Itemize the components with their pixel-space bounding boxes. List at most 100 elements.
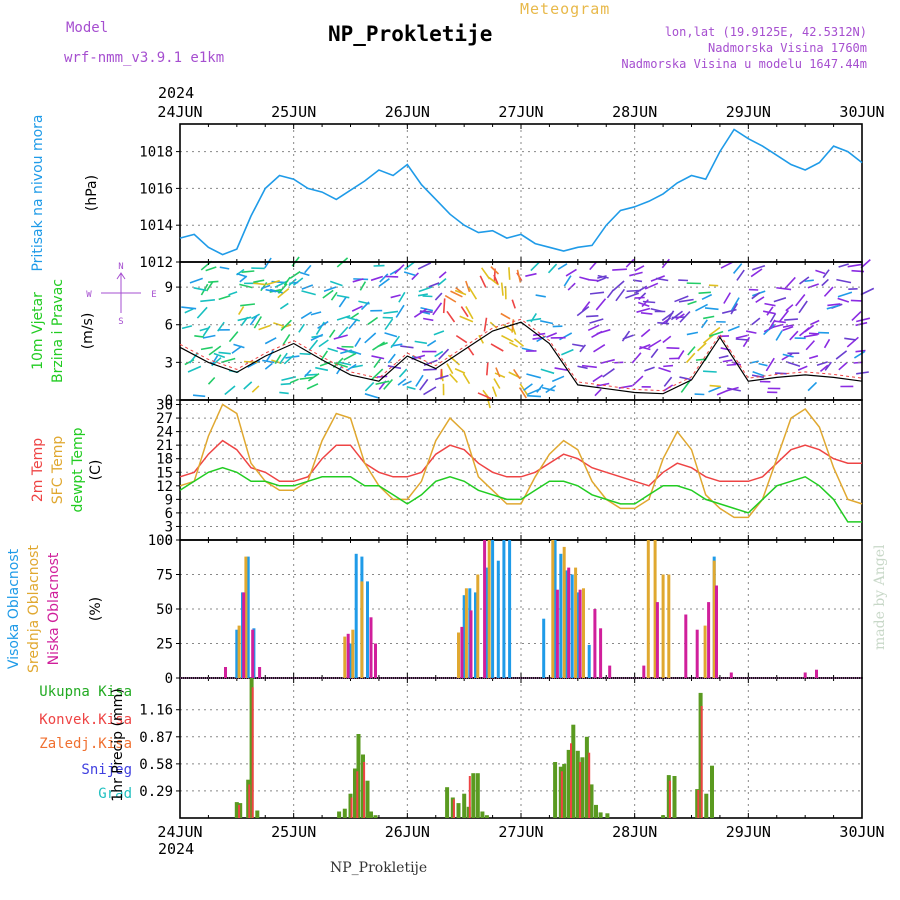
wind-barb xyxy=(752,371,765,377)
wind-barb xyxy=(835,350,848,360)
precip-bar xyxy=(484,815,489,818)
precip-bar xyxy=(369,811,373,818)
wind-barb xyxy=(634,285,648,294)
x-tick-label-top: 25JUN xyxy=(271,103,316,121)
wind-barb xyxy=(600,358,615,365)
wind-barb xyxy=(523,383,533,392)
wind-barb xyxy=(722,359,733,363)
wind-barb xyxy=(372,341,386,351)
precip-bar xyxy=(700,706,703,818)
wind-barb xyxy=(540,320,554,325)
wind-barb xyxy=(595,298,607,311)
wind-barb xyxy=(280,382,291,386)
wind-barb xyxy=(390,335,401,349)
wind-barb xyxy=(678,298,694,303)
precip-bar xyxy=(704,793,709,818)
wind-barb xyxy=(397,378,407,386)
temp2m-axis-title: 2m Temp xyxy=(30,438,46,502)
temp-axis-unit: (C) xyxy=(88,460,104,481)
wind-barb xyxy=(446,310,456,323)
wind-barb xyxy=(450,290,463,298)
wind-barb xyxy=(675,313,685,321)
precip-bar xyxy=(348,793,353,818)
wind-barb xyxy=(329,280,343,287)
wind-barb xyxy=(726,363,737,367)
precip-bar xyxy=(697,790,700,818)
cloud-bar xyxy=(244,556,248,678)
y-tick-label: 21 xyxy=(156,438,173,454)
wind-barb xyxy=(527,394,542,398)
wind-barb xyxy=(350,312,360,319)
wind-barb xyxy=(354,337,362,347)
precip-bar xyxy=(584,736,589,818)
wind-barb xyxy=(746,330,757,334)
wind-barb xyxy=(373,357,382,369)
wind-barb xyxy=(243,381,253,390)
wind-barb xyxy=(364,393,379,399)
wind-barb xyxy=(853,350,866,359)
wind-barb xyxy=(333,362,348,368)
wind-barb xyxy=(816,361,828,366)
wind-barb xyxy=(723,292,731,304)
wind-barb xyxy=(644,366,655,372)
wind-barb xyxy=(240,303,255,307)
wind-barb xyxy=(364,332,377,344)
panel-frame xyxy=(179,399,863,541)
wind-barb xyxy=(417,262,432,270)
wind-barb xyxy=(799,276,810,285)
compass-icon: N S W E xyxy=(86,262,156,327)
precip-bar xyxy=(238,804,241,818)
wind-barb xyxy=(592,374,603,383)
cloud-bar xyxy=(562,546,566,678)
precip-bar xyxy=(471,773,476,818)
wind-barb xyxy=(189,277,203,284)
wind-barb xyxy=(606,289,615,299)
precip-bar xyxy=(553,762,558,818)
wind-barb xyxy=(680,380,691,393)
cloud-bar xyxy=(729,672,733,678)
wind-barb xyxy=(455,334,468,344)
wind-barb xyxy=(449,373,458,383)
wind-barb xyxy=(279,352,288,365)
precip-bar xyxy=(255,810,260,818)
wind-barb xyxy=(279,391,289,395)
wind-barb xyxy=(253,316,262,329)
wind-barb xyxy=(433,330,445,336)
cloud-bar xyxy=(655,602,659,678)
wind-barb xyxy=(249,315,258,326)
wind-barb xyxy=(541,386,555,392)
precip-bar xyxy=(445,787,450,818)
wind-barb xyxy=(240,316,249,327)
wind-barb xyxy=(352,278,364,283)
cloud-bar xyxy=(570,574,574,678)
wind-barb xyxy=(847,263,863,268)
wind-barb xyxy=(634,296,645,299)
wind-barb xyxy=(437,277,447,286)
station-title: NP_Prokletije xyxy=(328,22,493,46)
cloud-bar xyxy=(469,610,473,678)
precip-bar xyxy=(251,687,254,818)
wind-barb xyxy=(720,261,734,269)
cloud-bar xyxy=(684,614,688,678)
cloud-bar xyxy=(462,595,466,678)
wind-barb xyxy=(328,329,336,338)
wind-barb xyxy=(306,383,319,390)
wind-barb xyxy=(298,323,305,333)
wind-barb xyxy=(349,349,362,356)
wind-barb xyxy=(379,273,389,283)
wind-barb xyxy=(289,270,301,279)
wind-barb xyxy=(310,333,324,341)
y-tick-label: 0 xyxy=(165,671,173,687)
precip-bar xyxy=(456,803,461,818)
wind-barb xyxy=(581,301,591,312)
cloud-bar xyxy=(476,574,480,678)
wind-barb xyxy=(199,327,209,332)
wind-barb xyxy=(727,325,740,332)
cloud-bar xyxy=(491,540,495,678)
y-tick-label: 0.87 xyxy=(139,730,173,746)
wind-axis-title: 10m Vjetar xyxy=(30,292,46,370)
wind-barb xyxy=(338,326,349,338)
wind-barb xyxy=(208,280,219,284)
wind-barb xyxy=(565,268,577,277)
